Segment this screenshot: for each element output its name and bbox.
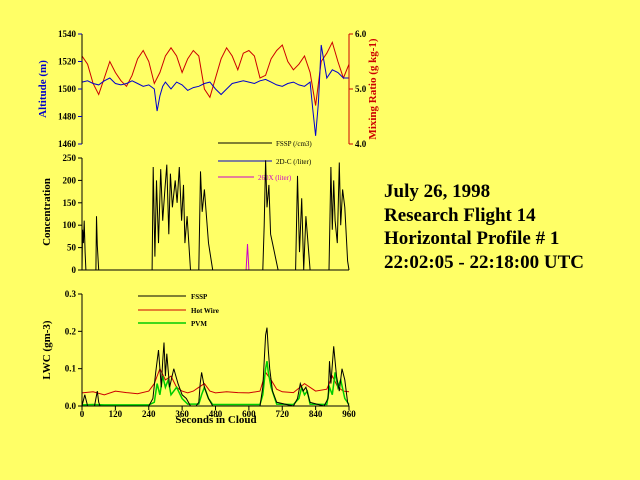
legend-label-fssp: FSSP (/cm3): [276, 140, 312, 148]
lwc-y-tick-label-2: 0.2: [65, 326, 77, 336]
x-tick-label-3: 360: [175, 409, 189, 419]
concentration-legend: FSSP (/cm3) 2D-C (/liter) 260X (liter): [218, 140, 312, 182]
x-tick-label-7: 840: [309, 409, 323, 419]
fssp-concentration-line: [81, 160, 350, 271]
mixing-y-tick-label-1: 5.0: [355, 84, 367, 94]
altitude-axis-label: Altitude (m): [37, 60, 49, 118]
mixing-y-tick-label-0: 4.0: [355, 139, 367, 149]
x-tick-label-4: 480: [209, 409, 223, 419]
lwc-axis-label: LWC (gm-3): [41, 320, 53, 380]
lwc-y-tick-label-1: 0.1: [65, 364, 77, 374]
mixing-ratio-axis-label: Mixing Ratio (g kg-1): [367, 38, 379, 139]
concentration-y-tick-label-2: 100: [63, 220, 77, 230]
lwc-panel: 0.0 0.1 0.2 0.3 0 120 240 360 480 600 720 840 960 L…: [41, 289, 356, 426]
hotwire-lwc-line: [81, 367, 350, 396]
lwc-legend: FSSP Hot Wire PVM: [138, 293, 219, 328]
time-range: 22:02:05 - 22:18:00 UTC: [384, 251, 585, 273]
altitude-line: [81, 44, 349, 136]
altitude-y-tick-label-1: 1480: [58, 112, 77, 122]
altitude-y-tick-label-2: 1500: [58, 84, 77, 94]
altitude-panel: 1460 1480 1500 1520 1540 4.0 5.0 6.0 Altitude …: [37, 29, 379, 182]
concentration-axis-label: Concentration: [41, 178, 53, 246]
profile-label: Horizontal Profile # 1: [384, 228, 560, 249]
concentration-y-tick-label-4: 200: [63, 175, 77, 185]
altitude-y-tick-label-3: 1520: [58, 57, 77, 67]
lwc-y-tick-label-0: 0.0: [65, 401, 77, 411]
flight-number: Research Flight 14: [384, 204, 536, 226]
lwc-y-tick-label-3: 0.3: [65, 289, 77, 299]
legend-label-pvm: PVM: [191, 320, 207, 328]
flight-info: July 26, 1998 Research Flight 14 Horizon…: [384, 180, 584, 274]
concentration-y-tick-label-1: 50: [67, 243, 77, 253]
mixing-ratio-line: [81, 40, 350, 106]
altitude-y-tick-label-0: 1460: [58, 139, 77, 149]
x-tick-label-0: 0: [80, 409, 85, 419]
x-axis-label: Seconds in Cloud: [175, 414, 256, 426]
x-tick-label-6: 720: [276, 409, 290, 419]
legend-label-260x: 260X (liter): [258, 174, 292, 182]
mixing-y-tick-label-2: 6.0: [355, 29, 367, 39]
concentration-y-tick-label-0: 0: [72, 265, 77, 275]
altitude-y-tick-label-4: 1540: [58, 29, 77, 39]
concentration-y-tick-label-3: 150: [63, 198, 77, 208]
legend-label-2dc: 2D-C (/liter): [276, 158, 312, 166]
x-tick-label-1: 120: [109, 409, 123, 419]
x-tick-label-8: 960: [342, 409, 356, 419]
legend-label-lwc-fssp: FSSP: [191, 293, 208, 301]
x-tick-label-5: 600: [242, 409, 256, 419]
concentration-y-tick-label-5: 250: [63, 153, 77, 163]
x-tick-label-2: 240: [142, 409, 156, 419]
flight-date: July 26, 1998: [384, 181, 491, 202]
legend-label-hotwire: Hot Wire: [191, 307, 219, 315]
fssp-lwc-line: [81, 327, 350, 407]
concentration-panel: 0 50 100 150 200 250 Concentration: [41, 153, 350, 275]
